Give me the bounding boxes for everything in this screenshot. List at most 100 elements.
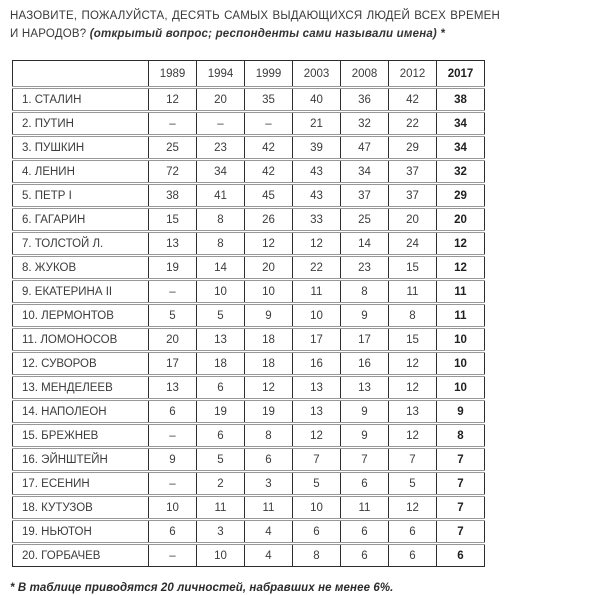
value-cell-2008: 25 bbox=[340, 206, 389, 232]
value-cell-2017: 29 bbox=[436, 182, 485, 208]
value-cell-2017: 12 bbox=[436, 230, 485, 256]
value-cell-2017: 8 bbox=[436, 422, 485, 448]
table-row: 2. ПУТИН – – – 21 32 22 34 bbox=[12, 110, 485, 136]
value-cell-1989: 13 bbox=[148, 230, 197, 256]
value-cell-2003: 12 bbox=[292, 230, 341, 256]
value-cell-1999: 6 bbox=[244, 446, 293, 472]
value-cell-2017: 11 bbox=[436, 302, 485, 328]
value-cell-2003: 21 bbox=[292, 110, 341, 136]
value-cell-1989: 10 bbox=[148, 494, 197, 520]
value-cell-2017: 7 bbox=[436, 494, 485, 520]
person-name-cell: 5. ПЕТР I bbox=[12, 182, 149, 208]
person-name-cell: 9. ЕКАТЕРИНА II bbox=[12, 278, 149, 304]
value-cell-1999: 19 bbox=[244, 398, 293, 424]
value-cell-1994: 6 bbox=[196, 374, 245, 400]
value-cell-1999: 3 bbox=[244, 470, 293, 496]
value-cell-1989: 19 bbox=[148, 254, 197, 280]
value-cell-2012: 11 bbox=[388, 278, 437, 304]
value-cell-2012: 6 bbox=[388, 518, 437, 544]
value-cell-2012: 12 bbox=[388, 350, 437, 376]
value-cell-2012: 8 bbox=[388, 302, 437, 328]
value-cell-2017: 9 bbox=[436, 398, 485, 424]
value-cell-2017: 7 bbox=[436, 518, 485, 544]
value-cell-2008: 32 bbox=[340, 110, 389, 136]
value-cell-2003: 12 bbox=[292, 422, 341, 448]
value-cell-2017: 6 bbox=[436, 542, 485, 567]
table-row: 9. ЕКАТЕРИНА II – 10 10 11 8 11 11 bbox=[12, 278, 485, 304]
person-name-cell: 18. КУТУЗОВ bbox=[12, 494, 149, 520]
value-cell-1989: – bbox=[148, 470, 197, 496]
value-cell-2012: 42 bbox=[388, 86, 437, 112]
value-cell-1999: 18 bbox=[244, 326, 293, 352]
value-cell-2003: 11 bbox=[292, 278, 341, 304]
person-name-cell: 13. МЕНДЕЛЕЕВ bbox=[12, 374, 149, 400]
value-cell-2017: 10 bbox=[436, 350, 485, 376]
table-row: 14. НАПОЛЕОН 6 19 19 13 9 13 9 bbox=[12, 398, 485, 424]
person-name-cell: 7. ТОЛСТОЙ Л. bbox=[12, 230, 149, 256]
table-row: 7. ТОЛСТОЙ Л. 13 8 12 12 14 24 12 bbox=[12, 230, 485, 256]
value-cell-2003: 10 bbox=[292, 494, 341, 520]
value-cell-2012: 22 bbox=[388, 110, 437, 136]
person-name-cell: 16. ЭЙНШТЕЙН bbox=[12, 446, 149, 472]
value-cell-1989: – bbox=[148, 278, 197, 304]
value-cell-2017: 7 bbox=[436, 446, 485, 472]
value-cell-2017: 34 bbox=[436, 134, 485, 160]
person-name-cell: 19. НЬЮТОН bbox=[12, 518, 149, 544]
value-cell-2003: 13 bbox=[292, 398, 341, 424]
survey-results-table: 1989 1994 1999 2003 2008 2012 2017 1. СТ… bbox=[12, 60, 485, 567]
value-cell-1994: 5 bbox=[196, 302, 245, 328]
value-cell-1999: 8 bbox=[244, 422, 293, 448]
value-cell-2012: 15 bbox=[388, 326, 437, 352]
value-cell-1989: – bbox=[148, 110, 197, 136]
value-cell-2008: 36 bbox=[340, 86, 389, 112]
person-name-cell: 6. ГАГАРИН bbox=[12, 206, 149, 232]
table-row: 3. ПУШКИН 25 23 42 39 47 29 34 bbox=[12, 134, 485, 160]
value-cell-2017: 12 bbox=[436, 254, 485, 280]
value-cell-2012: 20 bbox=[388, 206, 437, 232]
value-cell-2003: 7 bbox=[292, 446, 341, 472]
value-cell-2017: 10 bbox=[436, 326, 485, 352]
value-cell-2008: 6 bbox=[340, 470, 389, 496]
value-cell-2012: 6 bbox=[388, 542, 437, 567]
person-name-cell: 12. СУВОРОВ bbox=[12, 350, 149, 376]
value-cell-2003: 13 bbox=[292, 374, 341, 400]
person-name-cell: 17. ЕСЕНИН bbox=[12, 470, 149, 496]
value-cell-2012: 15 bbox=[388, 254, 437, 280]
value-cell-2003: 16 bbox=[292, 350, 341, 376]
value-cell-1989: 5 bbox=[148, 302, 197, 328]
page-title: НАЗОВИТЕ, ПОЖАЛУЙСТА, ДЕСЯТЬ САМЫХ ВЫДАЮ… bbox=[10, 7, 500, 43]
value-cell-1999: 42 bbox=[244, 158, 293, 184]
person-name-cell: 11. ЛОМОНОСОВ bbox=[12, 326, 149, 352]
value-cell-1989: 9 bbox=[148, 446, 197, 472]
value-cell-2008: 9 bbox=[340, 302, 389, 328]
person-name-cell: 8. ЖУКОВ bbox=[12, 254, 149, 280]
value-cell-1989: 20 bbox=[148, 326, 197, 352]
value-cell-2017: 10 bbox=[436, 374, 485, 400]
value-cell-2008: 6 bbox=[340, 542, 389, 567]
value-cell-2008: 6 bbox=[340, 518, 389, 544]
value-cell-2008: 34 bbox=[340, 158, 389, 184]
person-name-cell: 2. ПУТИН bbox=[12, 110, 149, 136]
value-cell-1994: 14 bbox=[196, 254, 245, 280]
value-cell-1994: 23 bbox=[196, 134, 245, 160]
value-cell-1994: 8 bbox=[196, 206, 245, 232]
value-cell-2003: 40 bbox=[292, 86, 341, 112]
table-row: 13. МЕНДЕЛЕЕВ 13 6 12 13 13 12 10 bbox=[12, 374, 485, 400]
person-name-cell: 3. ПУШКИН bbox=[12, 134, 149, 160]
value-cell-2008: 13 bbox=[340, 374, 389, 400]
table-row: 20. ГОРБАЧЕВ – 10 4 8 6 6 6 bbox=[12, 542, 485, 567]
value-cell-1999: 45 bbox=[244, 182, 293, 208]
value-cell-2008: 37 bbox=[340, 182, 389, 208]
value-cell-2017: 38 bbox=[436, 86, 485, 112]
person-name-cell: 4. ЛЕНИН bbox=[12, 158, 149, 184]
table-row: 18. КУТУЗОВ 10 11 11 10 11 12 7 bbox=[12, 494, 485, 520]
value-cell-2012: 5 bbox=[388, 470, 437, 496]
value-cell-2003: 10 bbox=[292, 302, 341, 328]
table-row: 16. ЭЙНШТЕЙН 9 5 6 7 7 7 7 bbox=[12, 446, 485, 472]
value-cell-2008: 16 bbox=[340, 350, 389, 376]
value-cell-1999: 9 bbox=[244, 302, 293, 328]
value-cell-1989: – bbox=[148, 422, 197, 448]
table-footnote: * В таблице приводятся 20 личностей, наб… bbox=[10, 582, 394, 594]
value-cell-2012: 37 bbox=[388, 182, 437, 208]
table-row: 5. ПЕТР I 38 41 45 43 37 37 29 bbox=[12, 182, 485, 208]
